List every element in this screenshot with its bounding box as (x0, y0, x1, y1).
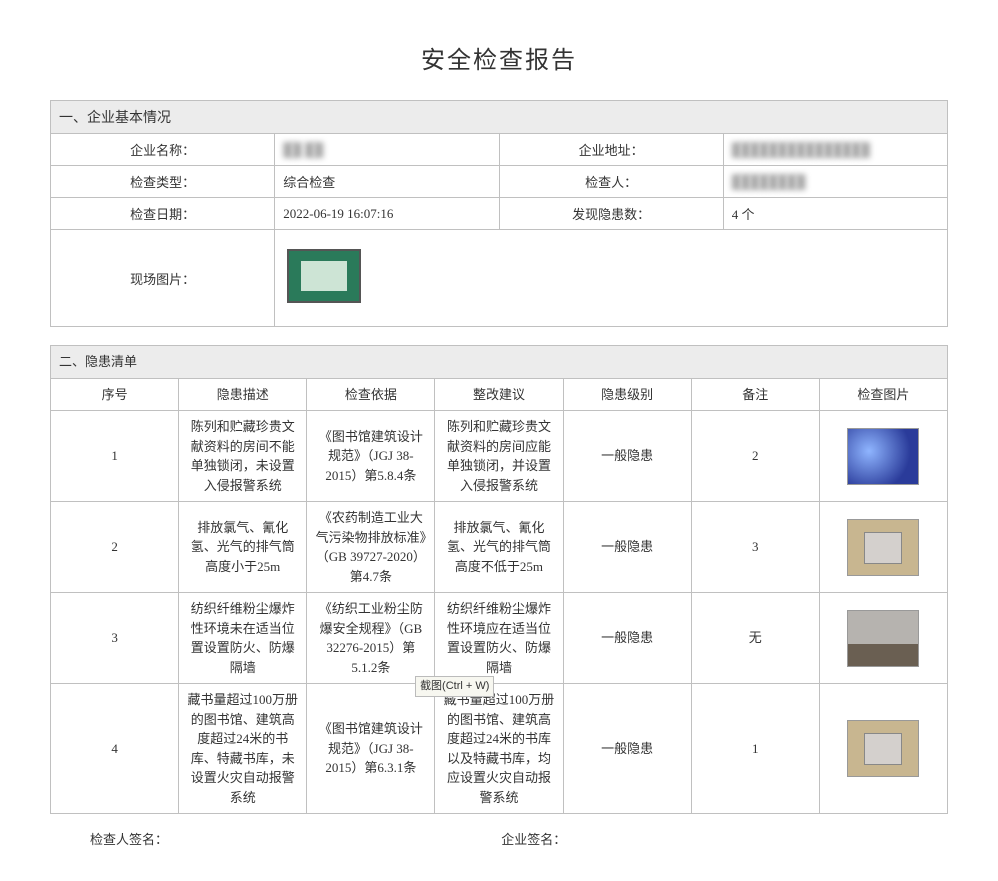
col-desc: 隐患描述 (179, 378, 307, 411)
table-row: 4藏书量超过100万册的图书馆、建筑高度超过24米的书库、特藏书库，未设置火灾自… (51, 684, 948, 814)
signature-row: 检查人签名： 企业签名： (50, 829, 948, 848)
table-cell: 一般隐患 (563, 684, 691, 814)
table-row: 2排放氯气、氰化氢、光气的排气筒高度小于25m《农药制造工业大气污染物排放标准》… (51, 502, 948, 593)
hazard-header-row: 序号 隐患描述 检查依据 整改建议 隐患级别 备注 检查图片 (51, 378, 948, 411)
label-site-photo: 现场图片： (51, 230, 275, 327)
table-cell: 《图书馆建筑设计规范》（JGJ 38-2015）第5.8.4条 (307, 411, 435, 502)
value-hazard-count: 4 个 (723, 198, 947, 230)
value-inspector: ████████ (723, 166, 947, 198)
label-check-date: 检查日期： (51, 198, 275, 230)
table-cell: 陈列和贮藏珍贵文献资料的房间应能单独锁闭，并设置入侵报警系统 (435, 411, 563, 502)
col-basis: 检查依据 (307, 378, 435, 411)
table-cell: 3 (691, 502, 819, 593)
table-row: 3纺织纤维粉尘爆炸性环境未在适当位置设置防火、防爆隔墙《纺织工业粉尘防爆安全规程… (51, 593, 948, 684)
table-cell: 藏书量超过100万册的图书馆、建筑高度超过24米的书库、特藏书库，未设置火灾自动… (179, 684, 307, 814)
table-cell-image (819, 684, 947, 814)
table-cell: 《纺织工业粉尘防爆安全规程》（GB 32276-2015）第5.1.2条 (307, 593, 435, 684)
basic-info-table: 一、企业基本情况 企业名称： ██ ██ 企业地址： █████████████… (50, 100, 948, 327)
hazard-photo-thumb (847, 720, 919, 777)
table-cell: 纺织纤维粉尘爆炸性环境应在适当位置设置防火、防爆隔墙 (435, 593, 563, 684)
table-cell: 一般隐患 (563, 502, 691, 593)
table-cell-image (819, 411, 947, 502)
report-title: 安全检查报告 (50, 40, 948, 75)
label-hazard-count: 发现隐患数： (499, 198, 723, 230)
col-note: 备注 (691, 378, 819, 411)
section1-heading: 一、企业基本情况 (51, 101, 948, 134)
col-level: 隐患级别 (563, 378, 691, 411)
table-cell: 2 (51, 502, 179, 593)
value-site-photo (275, 230, 948, 327)
value-company-addr: ███████████████ (723, 134, 947, 166)
screenshot-tooltip: 截图(Ctrl + W) (415, 676, 494, 697)
table-cell: 1 (691, 684, 819, 814)
table-cell: 一般隐患 (563, 593, 691, 684)
table-cell: 一般隐患 (563, 411, 691, 502)
value-check-type: 综合检查 (275, 166, 499, 198)
table-cell: 1 (51, 411, 179, 502)
table-cell: 无 (691, 593, 819, 684)
table-cell-image (819, 502, 947, 593)
table-cell: 《图书馆建筑设计规范》（JGJ 38-2015）第6.3.1条截图(Ctrl +… (307, 684, 435, 814)
company-signature-label: 企业签名： (501, 829, 566, 848)
label-inspector: 检查人： (499, 166, 723, 198)
hazard-table: 二、隐患清单 序号 隐患描述 检查依据 整改建议 隐患级别 备注 检查图片 1陈… (50, 345, 948, 814)
col-img: 检查图片 (819, 378, 947, 411)
section2-heading: 二、隐患清单 (51, 346, 948, 379)
table-row: 1陈列和贮藏珍贵文献资料的房间不能单独锁闭，未设置入侵报警系统《图书馆建筑设计规… (51, 411, 948, 502)
table-cell: 《农药制造工业大气污染物排放标准》（GB 39727-2020）第4.7条 (307, 502, 435, 593)
hazard-photo-thumb (847, 610, 919, 667)
col-idx: 序号 (51, 378, 179, 411)
label-company-addr: 企业地址： (499, 134, 723, 166)
label-check-type: 检查类型： (51, 166, 275, 198)
table-cell: 纺织纤维粉尘爆炸性环境未在适当位置设置防火、防爆隔墙 (179, 593, 307, 684)
table-cell: 3 (51, 593, 179, 684)
table-cell: 4 (51, 684, 179, 814)
value-check-date: 2022-06-19 16:07:16 (275, 198, 499, 230)
table-cell: 排放氯气、氰化氢、光气的排气筒高度小于25m (179, 502, 307, 593)
table-cell-image (819, 593, 947, 684)
inspector-signature-label: 检查人签名： (90, 829, 168, 848)
table-cell: 排放氯气、氰化氢、光气的排气筒高度不低于25m (435, 502, 563, 593)
site-photo-thumb (287, 249, 361, 303)
table-cell: 2 (691, 411, 819, 502)
col-sugg: 整改建议 (435, 378, 563, 411)
hazard-photo-thumb (847, 428, 919, 485)
hazard-photo-thumb (847, 519, 919, 576)
table-cell: 藏书量超过100万册的图书馆、建筑高度超过24米的书库以及特藏书库，均应设置火灾… (435, 684, 563, 814)
value-company-name: ██ ██ (275, 134, 499, 166)
label-company-name: 企业名称： (51, 134, 275, 166)
table-cell: 陈列和贮藏珍贵文献资料的房间不能单独锁闭，未设置入侵报警系统 (179, 411, 307, 502)
